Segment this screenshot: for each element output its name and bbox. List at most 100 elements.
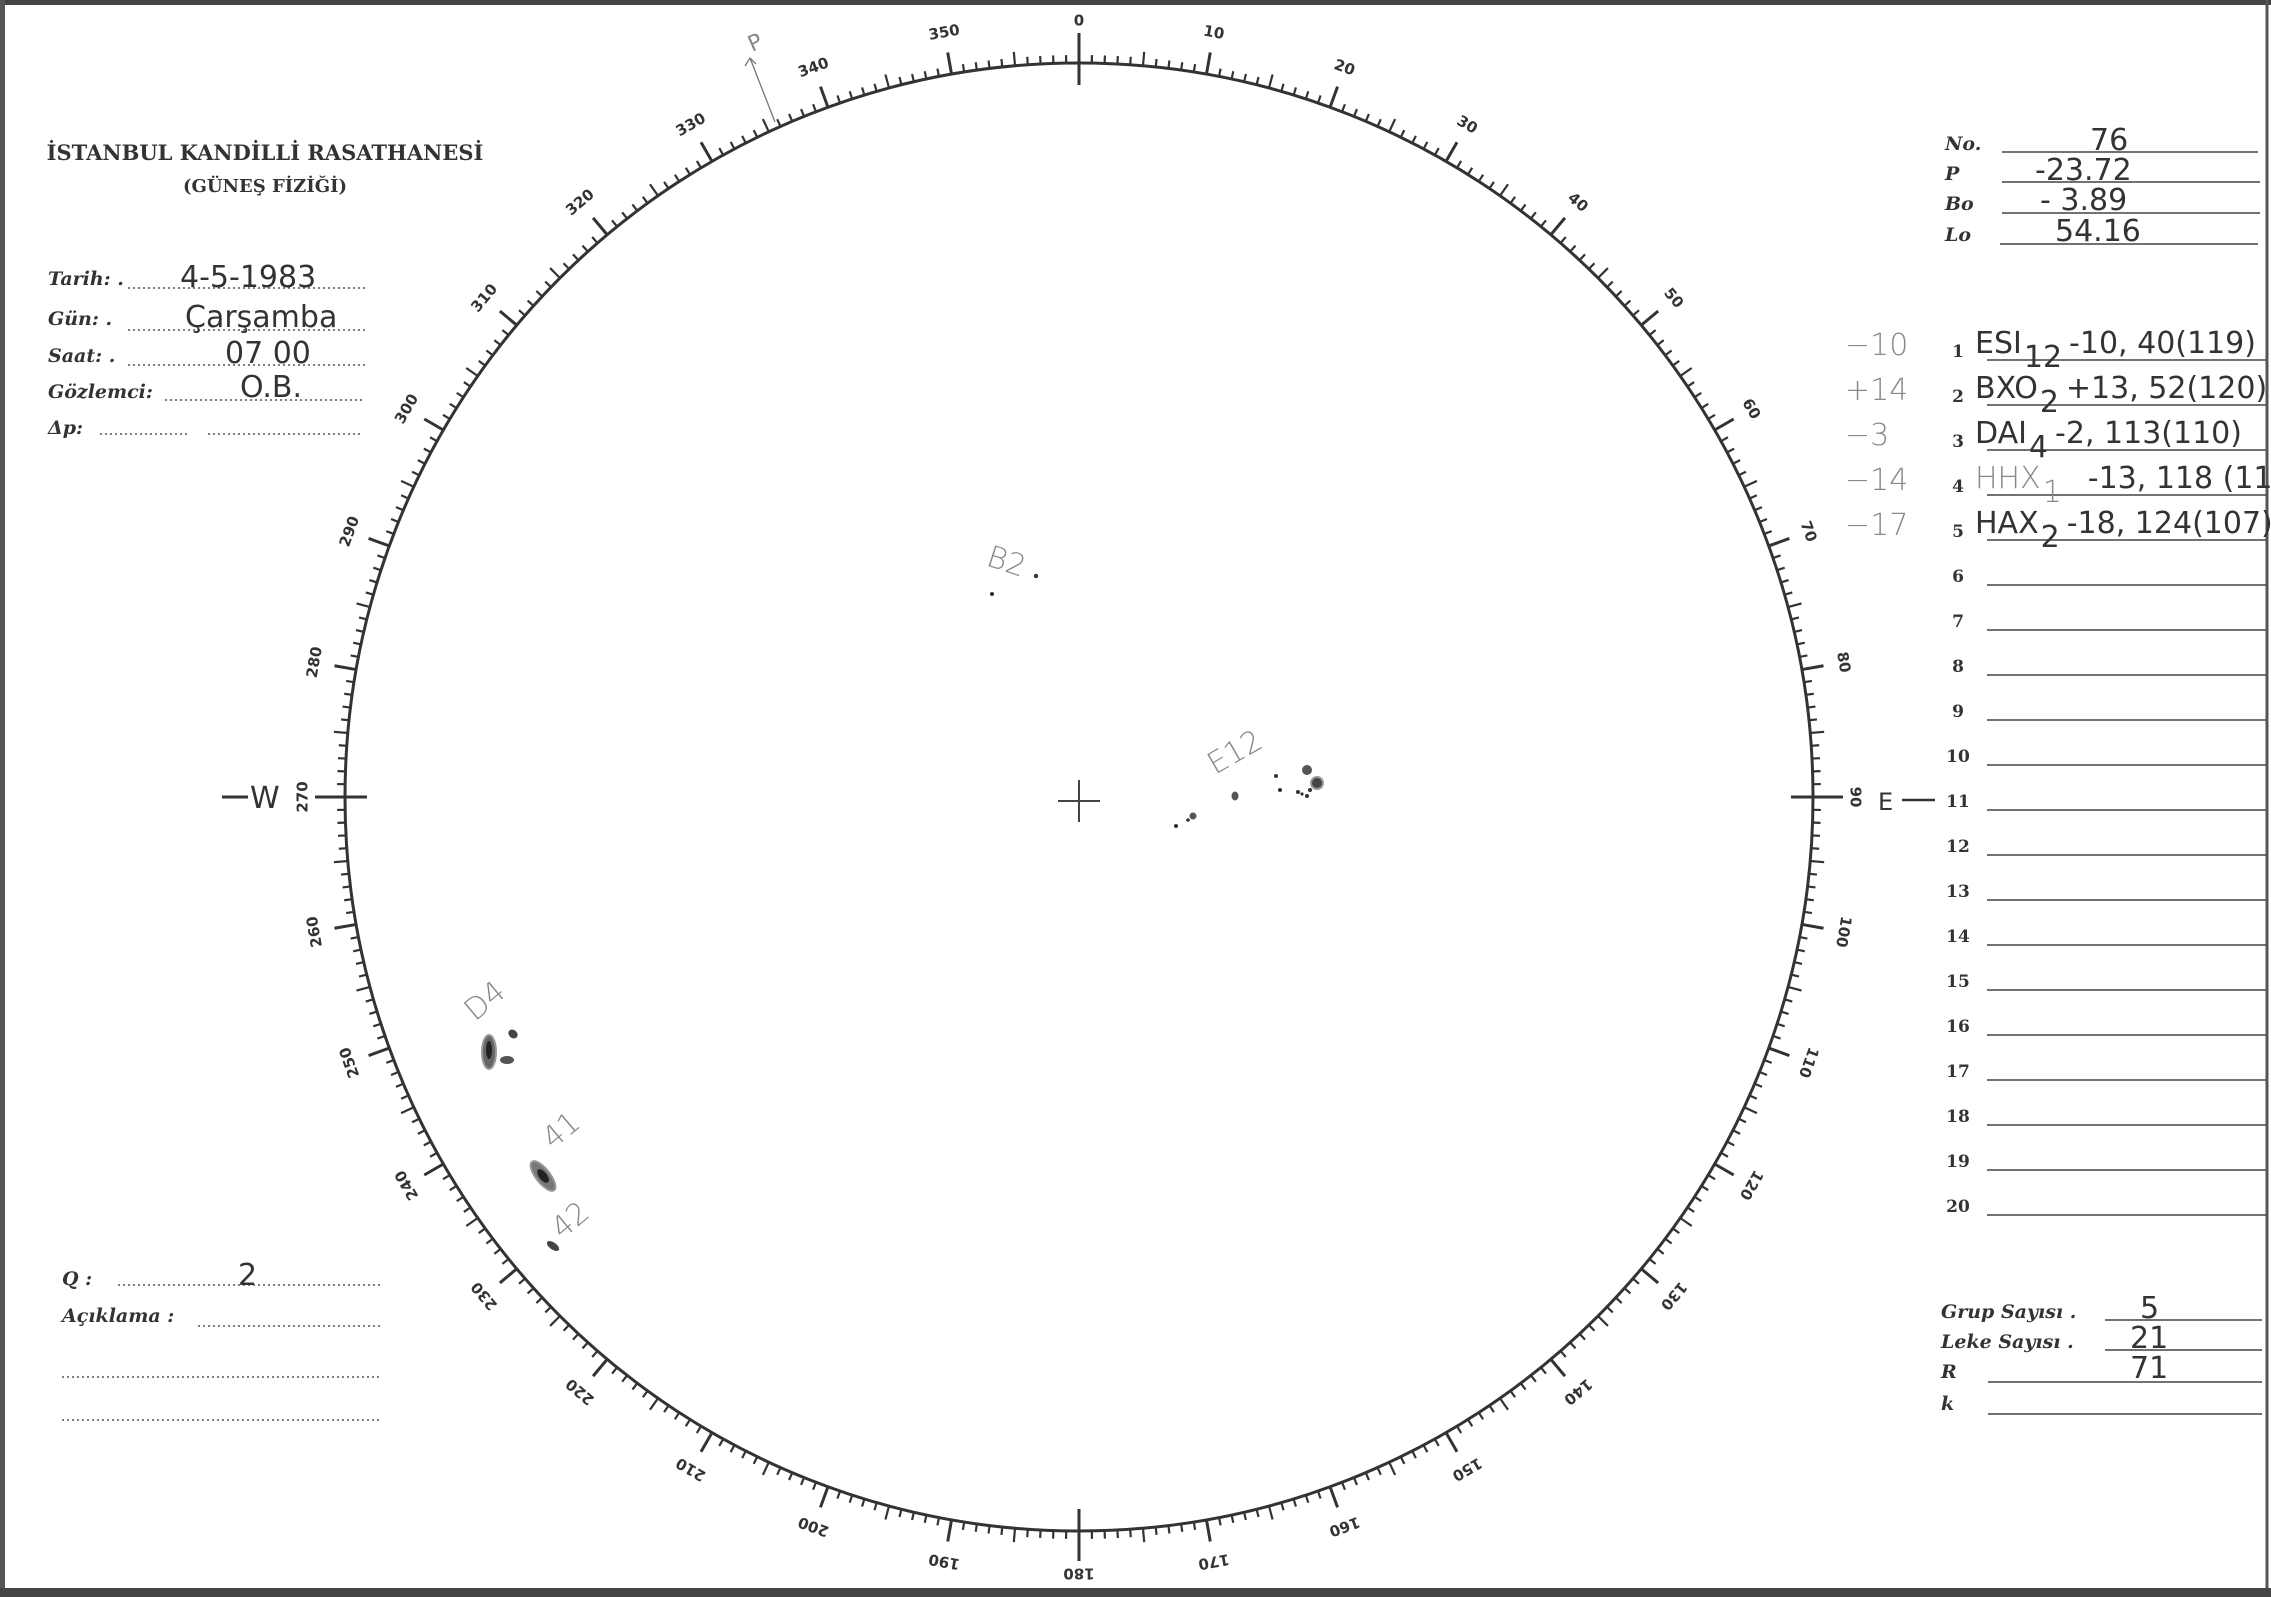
degree-tick — [1540, 1366, 1547, 1375]
row-number: 19 — [1946, 1152, 1970, 1172]
degree-tick — [372, 566, 382, 572]
degree-tick — [961, 63, 966, 73]
degree-tick — [1328, 86, 1339, 108]
degree-tick — [544, 280, 552, 288]
degree-tick — [334, 664, 357, 672]
degree-tick — [1192, 1521, 1197, 1531]
degree-tick — [1700, 402, 1709, 409]
degree-tick — [1693, 1195, 1702, 1203]
degree-tick — [1632, 309, 1640, 317]
degree-tick — [385, 530, 395, 535]
degree-tick — [1519, 203, 1527, 212]
degree-tick — [1129, 1529, 1132, 1538]
degree-tick — [836, 1490, 842, 1499]
degree-tick — [1255, 76, 1260, 86]
degree-tick — [1796, 641, 1806, 646]
degree-tick — [1230, 1514, 1235, 1524]
degree-tick — [369, 1010, 378, 1015]
degree-tick — [340, 872, 350, 876]
degree-tick — [1808, 872, 1818, 876]
scan-border-left — [0, 0, 5, 1597]
degree-tick — [1026, 56, 1029, 65]
no-label: No. — [1944, 133, 1981, 155]
degree-tick — [423, 447, 432, 454]
group-row: 14 — [1946, 927, 2266, 947]
degree-tick — [344, 898, 353, 902]
degree-tick — [1693, 391, 1702, 399]
degree-tick — [663, 1404, 670, 1413]
degree-tick — [1433, 147, 1440, 156]
degree-tick — [1444, 1431, 1459, 1453]
degree-label: 260 — [303, 915, 326, 949]
degree-tick — [1444, 141, 1459, 163]
degree-tick — [812, 103, 817, 113]
degree-tick — [368, 537, 390, 548]
ephemeris-parameters: No. 76 P -23.72 Bo - 3.89 Lo 54.16 — [1944, 123, 2260, 249]
degree-tick — [1656, 339, 1665, 346]
degree-tick — [333, 859, 348, 864]
degree-tick — [1578, 1333, 1586, 1341]
degree-tick — [1304, 90, 1310, 100]
degree-tick — [631, 203, 639, 212]
group-row: 9 — [1952, 702, 2266, 722]
degree-label: 170 — [1197, 1550, 1231, 1573]
group-row: 13 — [1946, 882, 2266, 902]
degree-tick — [1763, 1059, 1773, 1064]
degree-tick — [1799, 935, 1808, 940]
p-value: -23.72 — [2035, 153, 2132, 188]
degree-label: 320 — [562, 185, 598, 219]
solar-disk: 0 10 20 30 40 50 60 70 80 90 100 110 120 130 140 150 160… — [222, 12, 1935, 1583]
degree-tick — [429, 436, 438, 443]
degree-tick — [1615, 1296, 1623, 1304]
degree-tick — [1664, 1237, 1673, 1245]
degree-label: 100 — [1832, 915, 1855, 949]
degree-tick — [1141, 51, 1146, 66]
degree-tick — [1569, 244, 1577, 253]
degree-tick — [761, 118, 770, 133]
degree-tick — [1754, 1082, 1763, 1088]
degree-tick — [1292, 1498, 1297, 1507]
row-number: 13 — [1946, 882, 1970, 902]
degree-tick — [1012, 51, 1017, 66]
degree-tick — [1664, 349, 1673, 357]
degree-tick — [356, 602, 371, 609]
degree-tick — [1811, 744, 1820, 747]
degree-tick — [365, 998, 374, 1003]
west-label: W — [250, 781, 280, 816]
degree-tick — [562, 1324, 570, 1332]
degree-tick — [1167, 60, 1171, 69]
group-row: 11 — [1946, 792, 2266, 812]
degree-tick — [1376, 1467, 1382, 1476]
degree-tick — [463, 381, 472, 388]
degree-tick — [1807, 885, 1816, 889]
row-number: 4 — [1952, 477, 1964, 497]
sunspot-group-41: 41 — [529, 1105, 587, 1192]
degree-tick — [493, 1248, 502, 1255]
group-row: 1 −10 ESI 12 -10, 40(119) — [1845, 326, 2266, 375]
degree-tick — [342, 885, 351, 889]
degree-tick — [390, 1070, 399, 1076]
degree-tick — [1499, 183, 1509, 197]
degree-tick — [338, 847, 347, 850]
degree-tick — [641, 196, 649, 204]
degree-tick — [442, 413, 451, 420]
no-value: 76 — [2090, 123, 2128, 158]
group-row: 10 — [1946, 747, 2266, 767]
group-row: 8 — [1952, 657, 2266, 677]
degree-tick — [1597, 267, 1609, 279]
degree-tick — [1606, 1306, 1614, 1314]
degree-tick — [1686, 1206, 1695, 1213]
degree-tick — [400, 479, 415, 488]
degree-label: 160 — [1327, 1513, 1363, 1541]
degree-tick — [340, 718, 350, 722]
degree-tick — [1304, 1494, 1310, 1504]
degree-tick — [1776, 566, 1786, 572]
degree-tick — [819, 86, 830, 108]
degree-tick — [485, 349, 494, 357]
degree-tick — [1012, 1528, 1017, 1543]
degree-tick — [365, 591, 374, 596]
scan-border-bottom — [0, 1588, 2271, 1597]
time-value: 07 00 — [225, 336, 311, 371]
degree-tick — [1720, 1151, 1729, 1158]
degree-tick — [1549, 1358, 1567, 1378]
